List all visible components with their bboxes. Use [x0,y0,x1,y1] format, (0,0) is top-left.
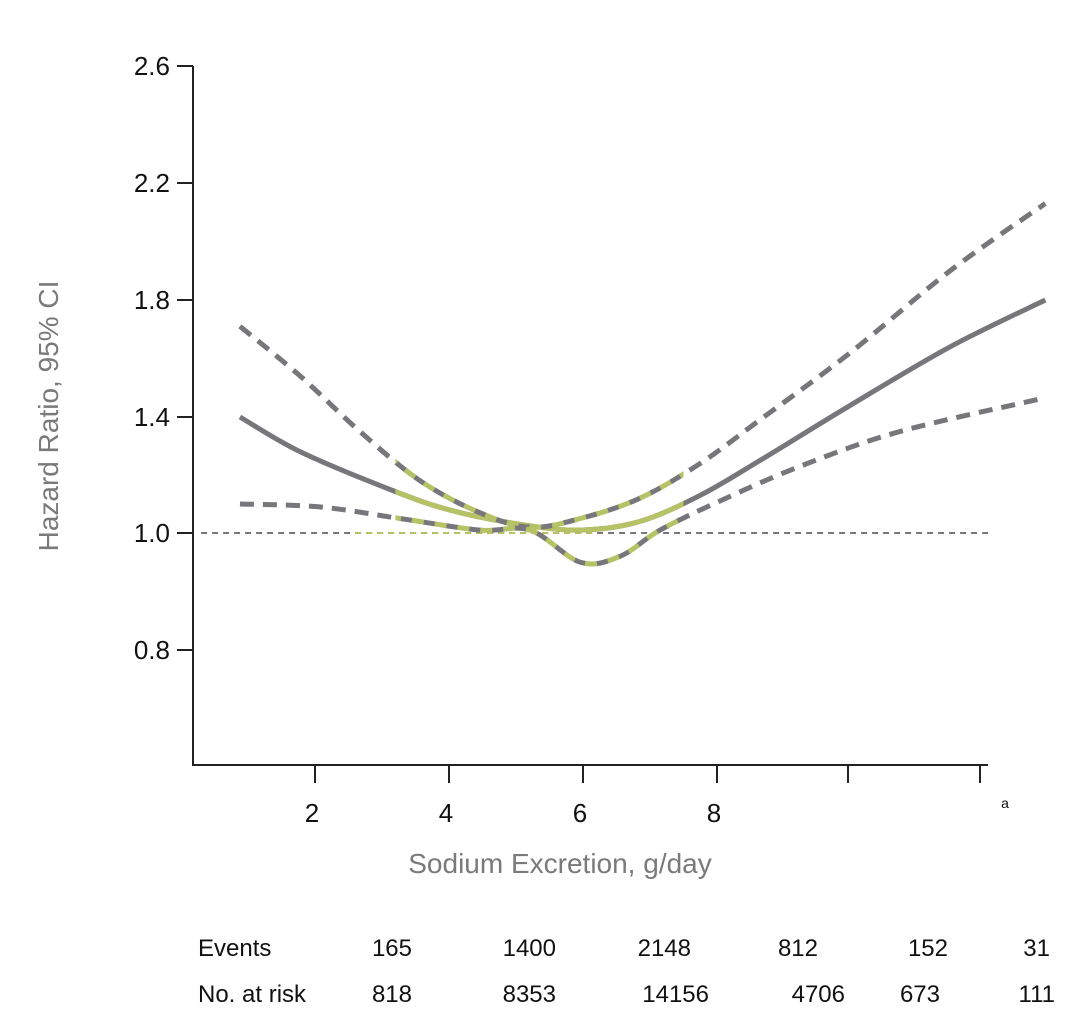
axis-lines [192,66,988,766]
table-cell: 673 [899,981,940,1008]
table-cell: 8353 [502,981,556,1008]
table-cell: 4706 [791,981,845,1008]
y-tick-label: 1.4 [134,402,170,432]
table-row-label: No. at risk [198,981,307,1008]
x-tick-label: 8 [707,798,721,828]
lower-ci-line [239,397,1039,567]
y-tick-label: 2.2 [134,168,170,198]
y-tick-label: 1.8 [134,285,170,315]
x-tick-label: 6 [573,798,587,828]
table-cell: 812 [777,935,818,962]
x-tick-label: 2 [305,798,319,828]
table-row-label: Events [198,935,272,962]
lower-ci-highlight [395,515,684,567]
table-cell: 818 [371,981,412,1008]
table-cell: 14156 [642,981,709,1008]
y-tick-label: 1.0 [134,518,170,548]
x-tick-label: 4 [439,798,453,828]
table-cell: 31 [1023,935,1050,962]
y-tick-label: 0.8 [134,635,170,665]
table-cell: 2148 [637,935,691,962]
table-cell: 111 [1018,981,1055,1008]
y-axis-title: Hazard Ratio, 95% CI [33,281,64,552]
y-tick-label: 2.6 [134,51,170,81]
x-tick-label: a [1001,795,1009,811]
estimate-highlight [395,488,684,533]
upper-ci-highlight [395,458,684,530]
curves [201,201,1047,567]
x-axis-title: Sodium Excretion, g/day [408,848,712,879]
axes: 0.8 1.0 1.4 1.8 2.2 2.6 2 4 6 8 a [134,51,1009,828]
table-cell: 1400 [502,935,556,962]
table-cell: 152 [907,935,948,962]
table-cell: 165 [371,935,412,962]
